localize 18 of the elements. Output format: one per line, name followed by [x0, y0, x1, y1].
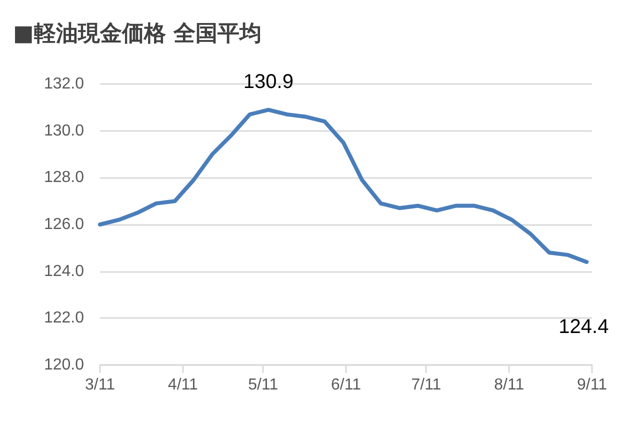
x-tick-label: 5/11 — [248, 376, 278, 394]
y-tick-label: 124.0 — [44, 262, 84, 280]
y-tick-label: 126.0 — [44, 216, 84, 233]
y-tick-label: 120.0 — [44, 356, 84, 374]
x-tick-label: 4/11 — [168, 376, 198, 394]
x-tick-label: 7/11 — [411, 376, 442, 394]
y-tick-label: 128.0 — [44, 169, 84, 186]
y-tick-label: 130.0 — [44, 122, 84, 140]
x-tick-label: 6/11 — [331, 376, 362, 394]
x-tick-label: 3/11 — [85, 376, 116, 394]
chart-title: ■軽油現金価格 全国平均 — [13, 22, 262, 46]
y-tick-label: 122.0 — [44, 310, 84, 327]
x-tick-label: 9/11 — [577, 376, 608, 394]
y-tick-label: 132.0 — [44, 76, 84, 92]
line-series — [98, 108, 589, 264]
x-tick-label: 8/11 — [494, 376, 524, 394]
data-label: 130.9 — [243, 70, 294, 93]
data-label: 124.4 — [558, 316, 609, 338]
